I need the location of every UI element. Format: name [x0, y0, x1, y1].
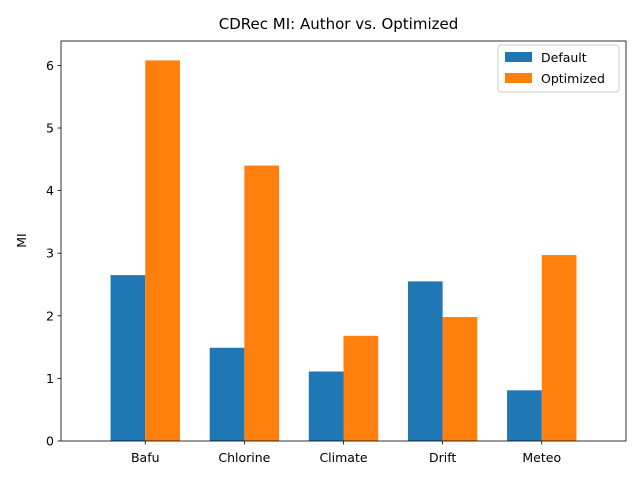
bar-default-chlorine: [209, 347, 245, 441]
chart-title: CDRec MI: Author vs. Optimized: [219, 15, 458, 33]
legend-label-optimized: Optimized: [541, 71, 605, 86]
axes-layer: 0 1 2 3 4 5 6 Bafu Chlorine Climate Drift Meteo: [46, 40, 627, 465]
bar-optimized-drift: [442, 317, 478, 441]
bars-layer: [110, 60, 577, 441]
bar-default-bafu: [110, 275, 146, 441]
x-tick-label: Climate: [319, 450, 367, 465]
bar-optimized-chlorine: [244, 165, 280, 441]
bar-default-climate: [308, 371, 344, 441]
y-tick-label: 6: [46, 58, 54, 73]
x-tick-label: Bafu: [131, 450, 160, 465]
bar-default-meteo: [507, 390, 542, 441]
legend-swatch-optimized: [505, 73, 532, 83]
x-tick-label: Drift: [429, 450, 456, 465]
y-tick-label: 5: [46, 121, 54, 136]
legend-swatch-default: [505, 52, 532, 62]
x-tick-label: Chlorine: [218, 450, 270, 465]
y-tick-label: 2: [46, 308, 54, 323]
legend-label-default: Default: [541, 50, 587, 65]
bar-default-drift: [407, 281, 443, 441]
y-tick-label: 4: [46, 183, 54, 198]
y-tick-label: 0: [46, 434, 54, 449]
bar-optimized-bafu: [145, 60, 180, 441]
x-tick-label: Meteo: [522, 450, 561, 465]
y-tick-label: 1: [46, 371, 54, 386]
bar-optimized-meteo: [541, 255, 577, 441]
y-axis-label: MI: [14, 233, 29, 247]
legend: Default Optimized: [497, 44, 620, 93]
y-tick-label: 3: [46, 246, 54, 261]
bar-optimized-climate: [343, 335, 379, 441]
